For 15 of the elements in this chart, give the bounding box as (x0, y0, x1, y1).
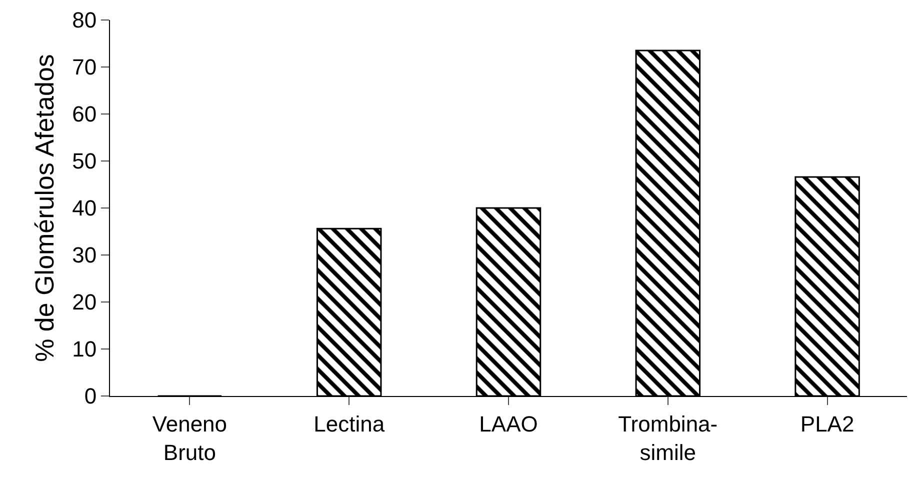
y-tick-label: 80 (72, 8, 97, 33)
y-tick-label: 10 (72, 336, 97, 362)
y-tick-label: 70 (72, 54, 97, 80)
y-tick-label: 0 (84, 384, 97, 409)
y-tick-label: 60 (72, 102, 97, 127)
x-tick-label: LAAO (479, 411, 538, 436)
y-tick-label: 50 (72, 148, 97, 174)
x-tick-label: Lectina (314, 411, 386, 436)
x-tick-label: Veneno Bruto (152, 411, 228, 465)
y-tick-label: 20 (72, 290, 97, 315)
x-tick-label: PLA2 (800, 411, 854, 436)
y-axis-title: % de Glomérulos Afetados (30, 54, 60, 362)
y-tick-label: 40 (72, 196, 97, 221)
x-tick-label: Trombina- simile (618, 411, 718, 465)
y-tick-label: 30 (72, 242, 97, 268)
